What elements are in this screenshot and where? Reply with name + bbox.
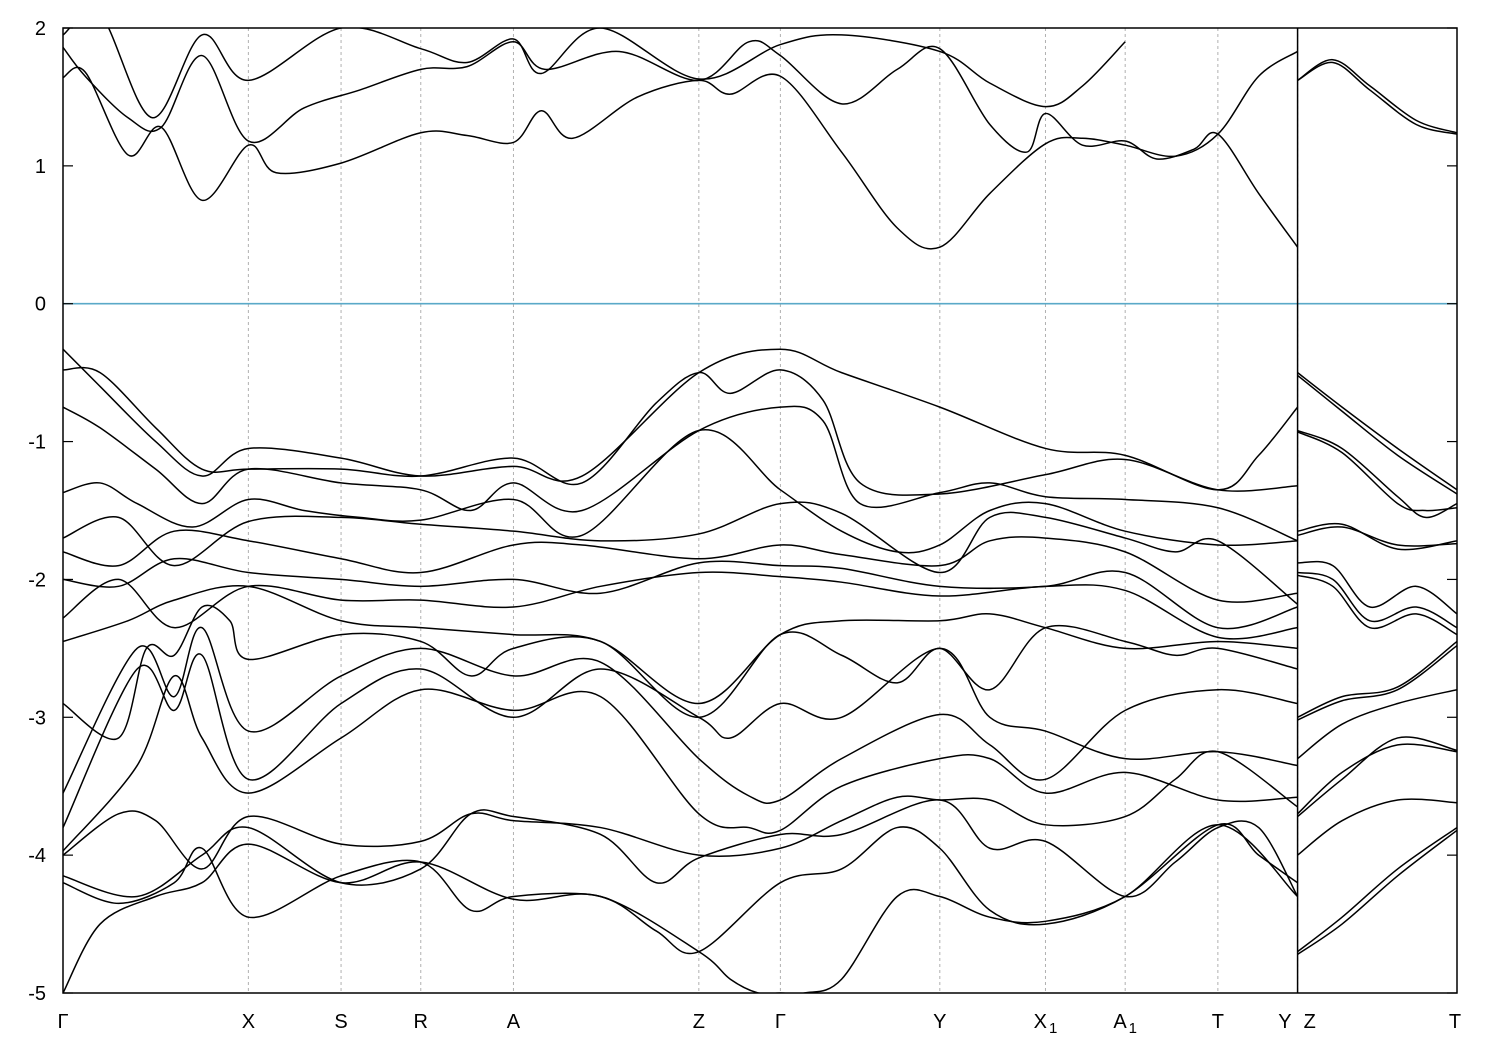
y-tick-label: -3	[28, 707, 46, 729]
band-line-4	[1297, 61, 1457, 135]
y-tick-label: -1	[28, 432, 46, 454]
band-line-2	[63, 39, 1299, 248]
band-line-20	[63, 799, 1299, 898]
band-line-29	[1297, 560, 1457, 615]
band-line-28	[1297, 526, 1457, 547]
band-line-16	[63, 626, 1298, 804]
band-line-5	[1297, 58, 1457, 134]
band-line-21	[63, 822, 1299, 955]
band-line-17	[63, 647, 1298, 828]
kpoint-gridlines	[247, 28, 1299, 993]
band-line-11	[63, 529, 1298, 603]
band-line-8	[63, 405, 1298, 542]
band-line-14	[63, 584, 1298, 705]
band-line-27	[1297, 522, 1457, 551]
kpoint-label: S	[334, 1011, 347, 1033]
band-line-25	[1297, 429, 1457, 519]
band-line-10	[63, 501, 1299, 605]
kpoint-label: T	[1212, 1011, 1224, 1033]
band-line-31	[1297, 574, 1457, 636]
band-line-23	[1297, 372, 1457, 491]
band-line-24	[1297, 374, 1457, 495]
y-axis-ticks: 2 1 0 -1 -2 -3 -4 -5	[28, 18, 1457, 1005]
band-line-38	[1297, 826, 1457, 953]
band-curves	[63, 28, 1457, 993]
y-tick-label: 0	[35, 294, 46, 316]
kpoint-label: Γ	[775, 1011, 786, 1033]
band-line-26	[1297, 431, 1457, 512]
kpoint-label: A	[507, 1011, 521, 1033]
y-tick-label: -2	[28, 569, 46, 591]
band-line-36	[1297, 736, 1457, 818]
band-line-7	[63, 366, 1298, 496]
y-tick-label: -4	[28, 845, 46, 867]
band-line-19	[63, 750, 1299, 870]
kpoint-label: T	[1449, 1011, 1461, 1033]
band-line-1	[63, 50, 1298, 250]
band-line-30	[1297, 571, 1457, 629]
band-line-35	[1297, 743, 1457, 815]
band-line-13	[63, 571, 1298, 640]
band-line-34	[1297, 688, 1457, 760]
y-tick-label: 1	[35, 156, 46, 178]
band-line-18	[63, 675, 1298, 852]
y-tick-label: 2	[35, 18, 46, 40]
kpoint-label: Y	[1278, 1011, 1291, 1033]
band-line-32	[1297, 640, 1457, 718]
kpoint-label: Z	[1304, 1011, 1316, 1033]
band-line-6	[63, 348, 1299, 491]
band-line-39	[1297, 829, 1457, 956]
kpoint-label: Y	[933, 1011, 946, 1033]
band-line-33	[1297, 644, 1457, 721]
plot-frame	[62, 27, 1458, 994]
band-line-15	[63, 604, 1298, 741]
band-line-12	[63, 557, 1298, 630]
band-line-3	[63, 28, 1126, 119]
y-tick-label: -5	[28, 983, 46, 1005]
band-line-37	[1297, 798, 1457, 856]
kpoint-label: X	[242, 1011, 255, 1033]
kpoint-label: Γ	[57, 1011, 68, 1033]
band-line-9	[63, 429, 1298, 554]
band-line-22	[63, 824, 1299, 993]
kpoint-label: Z	[693, 1011, 705, 1033]
kpoint-label: R	[414, 1011, 428, 1033]
